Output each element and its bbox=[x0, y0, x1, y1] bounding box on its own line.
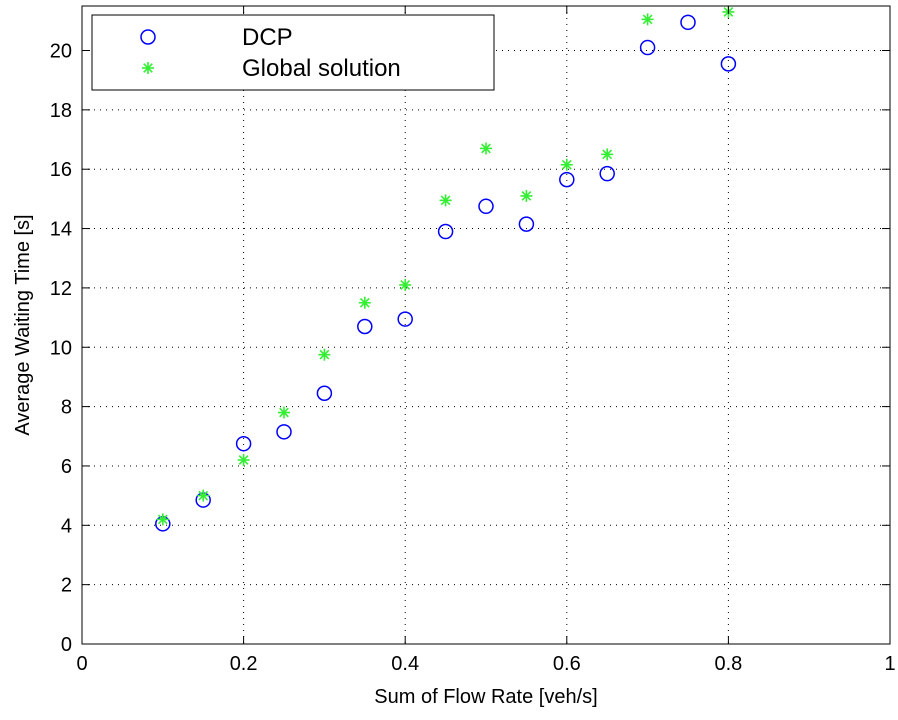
y-tick-label: 4 bbox=[61, 515, 72, 537]
y-tick-label: 14 bbox=[50, 219, 72, 241]
data-point-circle bbox=[518, 216, 535, 232]
series-dcp bbox=[155, 14, 737, 532]
series-layer bbox=[155, 5, 737, 532]
data-point-circle bbox=[599, 165, 615, 182]
y-tick-label: 12 bbox=[50, 278, 72, 300]
data-point-asterisk bbox=[439, 194, 452, 207]
data-point-circle bbox=[357, 318, 373, 335]
data-point-circle bbox=[397, 311, 413, 327]
y-tick-label: 2 bbox=[61, 575, 72, 597]
x-tick-label: 0 bbox=[76, 653, 87, 675]
y-tick-label: 8 bbox=[61, 397, 72, 419]
x-tick-label: 1 bbox=[884, 653, 895, 675]
legend-marker-asterisk bbox=[142, 62, 154, 74]
y-tick-label: 16 bbox=[50, 159, 72, 181]
legend-label: DCP bbox=[242, 24, 293, 51]
legend: DCP Global solution bbox=[91, 14, 495, 91]
data-point-asterisk bbox=[560, 158, 573, 171]
data-point-circle bbox=[437, 223, 454, 240]
y-tick-label: 10 bbox=[50, 337, 72, 359]
y-tick-label: 0 bbox=[61, 634, 72, 656]
data-point-circle bbox=[235, 435, 252, 452]
data-point-asterisk bbox=[197, 489, 210, 502]
x-tick-label: 0.8 bbox=[714, 653, 742, 675]
y-tick-label: 20 bbox=[50, 41, 72, 63]
data-point-circle bbox=[720, 56, 737, 72]
data-point-asterisk bbox=[237, 454, 250, 467]
data-point-asterisk bbox=[520, 189, 533, 202]
data-point-asterisk bbox=[278, 406, 290, 419]
grid-layer bbox=[82, 6, 890, 644]
legend-label: Global solution bbox=[242, 55, 401, 82]
data-point-asterisk bbox=[641, 13, 654, 26]
data-point-asterisk bbox=[399, 278, 412, 291]
data-point-circle bbox=[559, 171, 575, 188]
series-global-solution bbox=[156, 5, 735, 526]
data-point-circle bbox=[276, 424, 292, 440]
data-point-circle bbox=[680, 14, 696, 31]
y-axis-label: Average Waiting Time [s] bbox=[12, 214, 34, 435]
data-point-circle bbox=[316, 385, 333, 402]
data-point-asterisk bbox=[358, 296, 371, 309]
legend-marker-circle bbox=[140, 29, 156, 45]
y-tick-label: 18 bbox=[50, 100, 72, 122]
y-tick-label: 6 bbox=[61, 456, 72, 478]
x-axis-label: Sum of Flow Rate [veh/s] bbox=[374, 686, 597, 708]
x-tick-label: 0.4 bbox=[391, 653, 419, 675]
legend-box bbox=[91, 14, 495, 91]
data-point-circle bbox=[639, 39, 656, 56]
data-point-circle bbox=[478, 198, 494, 215]
plot-frame bbox=[81, 5, 891, 645]
data-point-asterisk bbox=[601, 148, 614, 161]
data-point-asterisk bbox=[318, 348, 331, 361]
data-point-asterisk bbox=[480, 142, 492, 155]
x-tick-label: 0.2 bbox=[230, 653, 258, 675]
data-point-asterisk bbox=[156, 513, 169, 526]
x-tick-label: 0.6 bbox=[553, 653, 581, 675]
